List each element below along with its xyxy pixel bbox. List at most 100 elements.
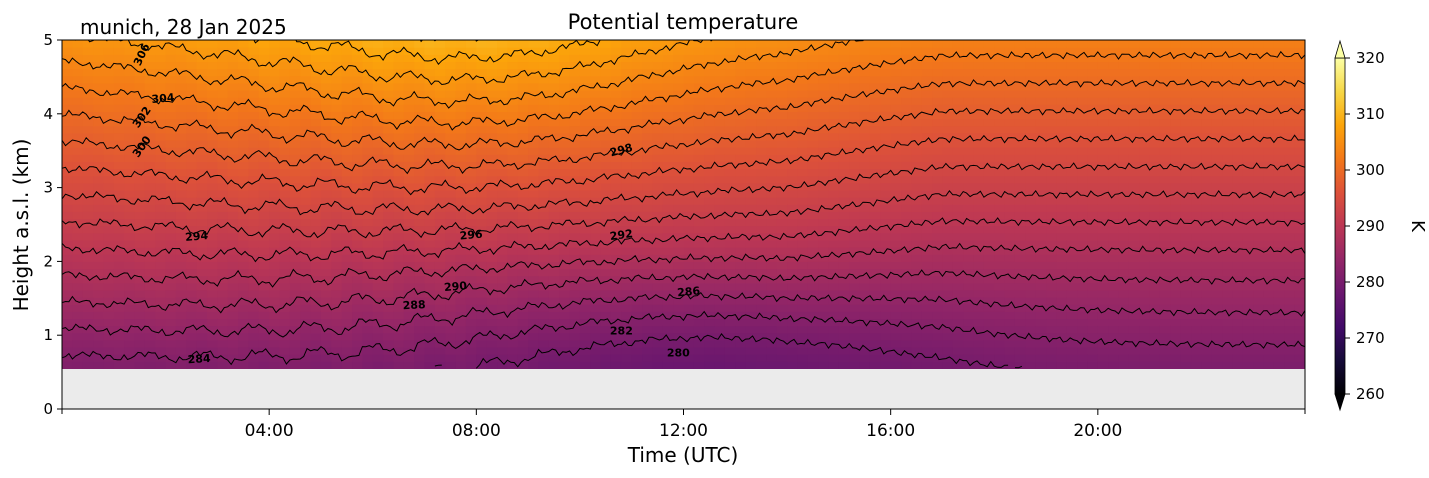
heatmap-cell — [963, 325, 975, 334]
heatmap-cell — [1004, 168, 1016, 177]
heatmap-cell — [103, 261, 115, 270]
heatmap-cell — [134, 297, 146, 305]
heatmap-cell — [838, 361, 850, 369]
heatmap-cell — [559, 268, 571, 277]
heatmap-cell — [600, 168, 612, 177]
heatmap-cell — [983, 289, 995, 298]
heatmap-cell — [497, 97, 509, 105]
heatmap-cell — [1046, 189, 1057, 198]
heatmap-cell — [497, 40, 509, 48]
heatmap-cell — [414, 204, 426, 212]
heatmap-cell — [1004, 125, 1016, 134]
heatmap-cell — [403, 232, 415, 241]
heatmap-cell — [787, 189, 799, 198]
heatmap-cell — [144, 268, 156, 277]
heatmap-cell — [859, 189, 871, 198]
heatmap-cell — [1128, 297, 1140, 305]
heatmap-cell — [320, 111, 332, 120]
heatmap-cell — [787, 218, 799, 227]
heatmap-cell — [973, 189, 985, 198]
heatmap-cell — [465, 104, 477, 112]
heatmap-cell — [724, 189, 736, 198]
heatmap-cell — [103, 232, 115, 241]
heatmap-cell — [797, 118, 809, 127]
heatmap-cell — [600, 54, 612, 63]
heatmap-cell — [269, 297, 281, 305]
heatmap-cell — [932, 175, 944, 184]
heatmap-cell — [362, 168, 374, 177]
heatmap-cell — [207, 218, 218, 227]
heatmap-cell — [838, 318, 850, 327]
heatmap-cell — [393, 97, 405, 105]
heatmap-cell — [631, 232, 643, 241]
heatmap-cell — [1108, 118, 1120, 127]
heatmap-cell — [507, 168, 519, 177]
heatmap-cell — [227, 239, 239, 248]
heatmap-cell — [269, 147, 281, 155]
heatmap-cell — [383, 139, 395, 148]
heatmap-cell — [186, 61, 198, 70]
heatmap-cell — [1056, 168, 1068, 177]
heatmap-cell — [766, 97, 778, 105]
heatmap-cell — [1035, 168, 1047, 177]
heatmap-cell — [652, 204, 664, 212]
heatmap-cell — [548, 132, 560, 141]
heatmap-cell — [579, 282, 591, 291]
heatmap-cell — [341, 82, 353, 91]
heatmap-cell — [155, 182, 167, 191]
heatmap-cell — [528, 182, 540, 191]
heatmap-cell — [269, 346, 281, 355]
heatmap-cell — [341, 47, 353, 55]
heatmap-cell — [82, 104, 94, 112]
heatmap-cell — [683, 147, 695, 155]
heatmap-cell — [372, 361, 384, 369]
heatmap-cell — [93, 211, 105, 220]
heatmap-cell — [838, 111, 850, 120]
heatmap-cell — [610, 168, 622, 177]
heatmap-cell — [1014, 161, 1026, 170]
heatmap-cell — [1035, 354, 1047, 362]
heatmap-cell — [289, 182, 301, 191]
heatmap-cell — [1056, 54, 1068, 63]
heatmap-cell — [797, 161, 809, 170]
heatmap-cell — [704, 211, 716, 220]
heatmap-cell — [72, 168, 84, 177]
heatmap-cell — [72, 318, 84, 327]
heatmap-cell — [93, 247, 105, 255]
heatmap-cell — [445, 168, 457, 177]
heatmap-cell — [352, 182, 363, 191]
heatmap-cell — [994, 61, 1006, 70]
heatmap-cell — [766, 175, 778, 184]
heatmap-cell — [1056, 318, 1068, 327]
heatmap-cell — [890, 61, 902, 70]
heatmap-cell — [414, 175, 426, 184]
heatmap-cell — [652, 211, 664, 220]
heatmap-cell — [320, 254, 332, 262]
heatmap-cell — [82, 261, 94, 270]
heatmap-cell — [807, 75, 819, 84]
heatmap-cell — [445, 297, 457, 305]
heatmap-cell — [1025, 339, 1037, 348]
heatmap-cell — [362, 247, 374, 255]
heatmap-cell — [1066, 147, 1078, 155]
heatmap-cell — [227, 139, 239, 148]
heatmap-cell — [186, 297, 198, 305]
heatmap-cell — [756, 304, 767, 312]
heatmap-cell — [393, 68, 405, 77]
heatmap-cell — [310, 111, 322, 120]
heatmap-cell — [724, 139, 736, 148]
heatmap-cell — [279, 189, 291, 198]
heatmap-cell — [393, 47, 405, 55]
heatmap-cell — [683, 68, 695, 77]
heatmap-cell — [538, 139, 550, 148]
heatmap-cell — [1087, 139, 1099, 148]
heatmap-cell — [362, 304, 374, 312]
heatmap-cell — [756, 125, 767, 134]
heatmap-cell — [507, 261, 519, 270]
heatmap-cell — [1159, 275, 1171, 284]
heatmap-cell — [911, 104, 923, 112]
heatmap-cell — [797, 132, 809, 141]
heatmap-cell — [869, 297, 881, 305]
heatmap-cell — [248, 132, 260, 141]
heatmap-cell — [579, 197, 591, 205]
